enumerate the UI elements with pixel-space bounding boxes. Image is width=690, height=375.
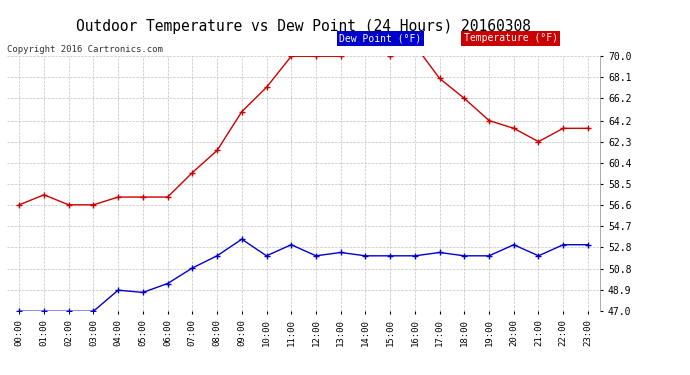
Text: Temperature (°F): Temperature (°F) <box>464 33 558 44</box>
Text: Outdoor Temperature vs Dew Point (24 Hours) 20160308: Outdoor Temperature vs Dew Point (24 Hou… <box>76 19 531 34</box>
Text: Copyright 2016 Cartronics.com: Copyright 2016 Cartronics.com <box>7 45 163 54</box>
Text: Dew Point (°F): Dew Point (°F) <box>339 33 422 44</box>
